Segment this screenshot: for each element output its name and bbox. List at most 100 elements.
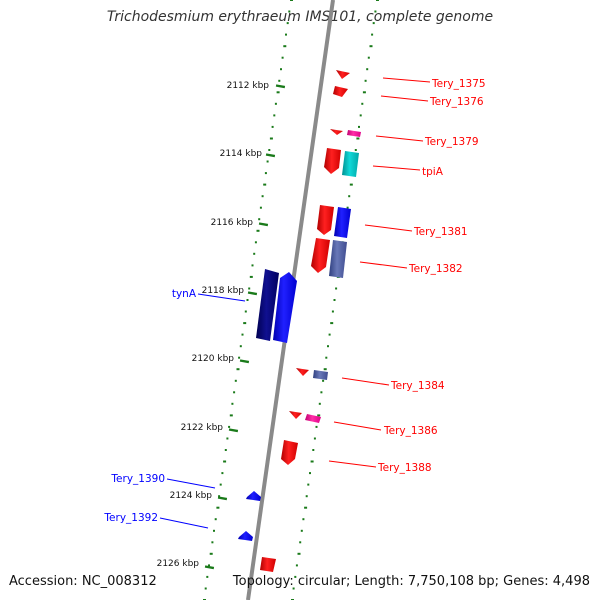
outer-dotted-track-dot (369, 45, 373, 48)
inner-dotted-track-dot (276, 91, 280, 94)
inner-dotted-track-dot (244, 310, 247, 313)
outer-dotted-track-dot (358, 125, 360, 128)
outer-dotted-track-dot (310, 460, 314, 463)
outer-dotted-track-dot (312, 449, 315, 451)
ruler-tick-2118 (247, 291, 258, 296)
gene-arrow-tery-1384-steel[interactable] (313, 370, 328, 380)
inner-dotted-track-dot (263, 183, 267, 186)
gene-arrow-tpia-red[interactable] (324, 148, 341, 174)
topology-text: Topology: circular; Length: 7,750,108 bp… (232, 574, 590, 589)
outer-dotted-track-dot (317, 414, 321, 417)
inner-dotted-track-dot (213, 529, 215, 532)
inner-dotted-track-dot (249, 275, 253, 278)
gene-arrow-tery-1386-red[interactable] (289, 411, 302, 419)
inner-dotted-track-dot (224, 449, 227, 451)
outer-dotted-track-dot (304, 506, 308, 509)
gene-arrow-tyna-navy[interactable] (256, 269, 279, 341)
ruler-tick-2112 (275, 84, 286, 89)
gene-arrow-tery-1375[interactable] (336, 70, 350, 79)
gene-arrow-tery-1384-red[interactable] (296, 368, 309, 376)
gene-arrow-tpia-cyan[interactable] (342, 151, 359, 177)
gene-label-tery-1382[interactable]: Tery_1382 (408, 263, 463, 275)
outer-dotted-track-dot (372, 22, 375, 25)
gene-label-tery-1384[interactable]: Tery_1384 (390, 380, 445, 392)
gene-label-tery-1379[interactable]: Tery_1379 (424, 136, 479, 148)
inner-dotted-track-dot (248, 287, 251, 290)
gene-arrow-tery-1381-blue[interactable] (334, 207, 351, 238)
inner-dotted-track-dot (233, 391, 236, 394)
outer-dotted-track-dot (348, 195, 351, 198)
callout-line-tery-1382 (359, 261, 408, 269)
outer-dotted-track-dot (315, 425, 318, 428)
inner-dotted-track-dot (274, 102, 277, 105)
outer-dotted-track-dot (376, 0, 379, 1)
outer-dotted-track-dot (299, 541, 302, 544)
inner-dotted-track-dot (278, 79, 281, 82)
outer-dotted-track-dot (374, 10, 377, 13)
callout-line-tery-1386 (333, 421, 382, 431)
inner-dotted-track-dot (271, 125, 274, 128)
ruler-label-2114: 2114 kbp (220, 149, 263, 159)
inner-dotted-track-dot (226, 437, 229, 440)
inner-dotted-track-dot (246, 299, 249, 301)
inner-dotted-track-dot (261, 195, 264, 198)
gene-label-tyna[interactable]: tynA (172, 288, 197, 300)
gene-arrow-tery-1388[interactable] (281, 440, 298, 465)
gene-label-tery-1390[interactable]: Tery_1390 (110, 473, 165, 485)
ruler-tick-2114 (265, 153, 276, 158)
outer-dotted-track-dot (331, 310, 334, 313)
outer-dotted-track-dot (294, 575, 297, 578)
gene-label-tpia[interactable]: tpiA (422, 166, 444, 178)
gene-arrow-tery-1392[interactable] (238, 531, 253, 541)
gene-label-tery-1376[interactable]: Tery_1376 (429, 96, 484, 108)
gene-label-tery-1375[interactable]: Tery_1375 (431, 78, 486, 90)
outer-dotted-track-dot (305, 495, 308, 498)
inner-dotted-track-dot (268, 149, 271, 151)
outer-dotted-track-dot (333, 299, 336, 301)
inner-dotted-track-dot (239, 345, 242, 348)
inner-dotted-track-dot (285, 33, 287, 36)
inner-dotted-track-dot (231, 402, 234, 405)
callout-line-tpia (372, 165, 421, 171)
gene-arrow-tery-1376[interactable] (333, 86, 348, 97)
outer-dotted-track-dot (330, 322, 334, 325)
gene-arrow-tery-1382-red[interactable] (311, 238, 330, 273)
outer-dotted-track-dot (327, 345, 329, 348)
outer-dotted-track-dot (359, 114, 362, 117)
gene-arrow-tery-1379-a[interactable] (330, 129, 343, 135)
gene-label-tery-1392[interactable]: Tery_1392 (103, 512, 158, 524)
gene-label-tery-1381[interactable]: Tery_1381 (413, 226, 468, 238)
inner-dotted-track-dot (214, 518, 217, 521)
ruler-label-2124: 2124 kbp (170, 491, 213, 501)
ruler-tick-2120 (239, 359, 250, 364)
outer-dotted-track-dot (354, 149, 357, 151)
gene-arrow-tery-1390[interactable] (246, 491, 261, 501)
gene-label-tery-1386[interactable]: Tery_1386 (383, 425, 438, 437)
inner-dotted-track-dot (223, 460, 227, 463)
gene-arrow-tery-1382-steel[interactable] (329, 240, 347, 278)
gene-arrow-tyna-blue[interactable] (273, 272, 297, 343)
ruler-tick-2124 (217, 496, 228, 501)
callout-line-tery-1379 (375, 135, 424, 142)
outer-dotted-track-dot (322, 379, 325, 382)
inner-dotted-track-dot (211, 541, 214, 544)
outer-dotted-track-dot (325, 356, 328, 359)
gene-arrow-tery-1379-b[interactable] (347, 130, 361, 137)
inner-dotted-track-dot (290, 0, 293, 1)
inner-dotted-track-dot (269, 137, 273, 140)
inner-dotted-track-dot (280, 68, 282, 71)
outer-dotted-track-dot (320, 391, 323, 394)
gene-label-tery-1388[interactable]: Tery_1388 (377, 462, 432, 474)
inner-dotted-track-dot (218, 495, 221, 498)
gene-arrow-tery-1386-mag[interactable] (305, 414, 321, 423)
ruler-label-2122: 2122 kbp (181, 423, 224, 433)
outer-dotted-track-dot (309, 472, 311, 475)
inner-dotted-track-dot (219, 483, 222, 486)
outer-dotted-track-dot (297, 552, 301, 555)
outer-dotted-track-dot (356, 137, 360, 140)
gene-arrow-tery-1381-red[interactable] (317, 205, 334, 235)
gene-arrow-unlabeled-bottom[interactable] (260, 557, 276, 572)
outer-dotted-track-dot (335, 287, 338, 290)
inner-dotted-track-dot (283, 45, 287, 48)
